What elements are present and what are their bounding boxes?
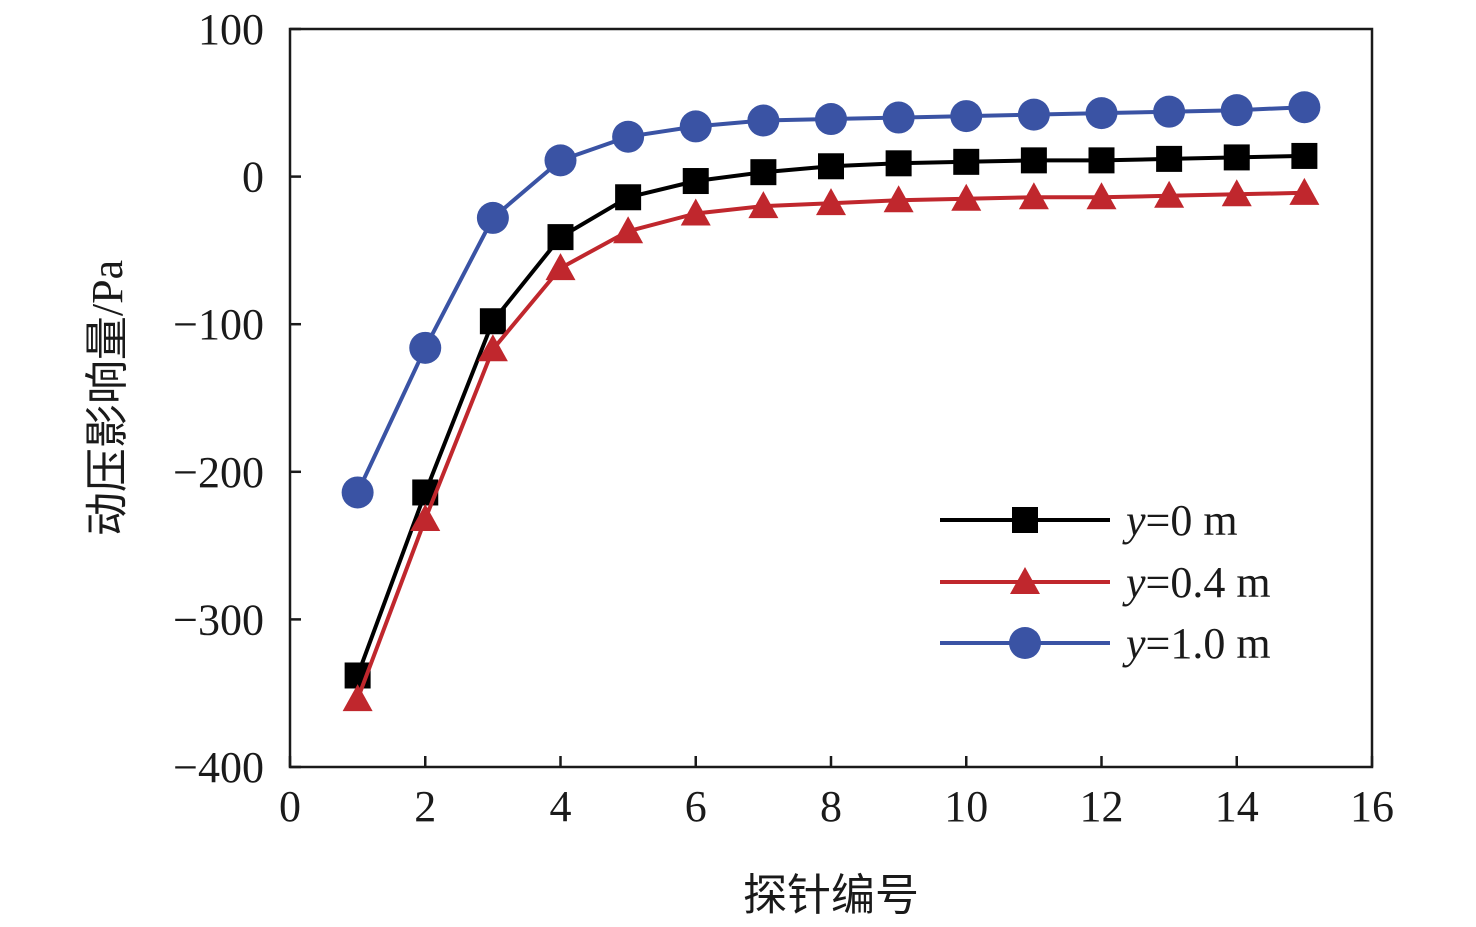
- data-point: [1156, 145, 1183, 172]
- data-point: [885, 150, 912, 177]
- data-point: [950, 100, 983, 133]
- x-tick-label: 6: [685, 782, 707, 831]
- axis-ticks: [288, 27, 1374, 769]
- y-axis-title: 动压影响量/Pa: [83, 260, 132, 536]
- data-point: [1288, 91, 1321, 124]
- series-layer: [341, 91, 1321, 712]
- data-point: [544, 144, 577, 177]
- legend-entry: y=0 m: [940, 496, 1238, 545]
- data-point: [682, 168, 709, 195]
- data-point: [1086, 182, 1117, 210]
- legend-label: y=0.4 m: [1122, 558, 1271, 607]
- data-point: [816, 188, 846, 216]
- data-point: [818, 153, 844, 180]
- legend-label: y=0 m: [1122, 496, 1238, 545]
- data-point: [815, 103, 847, 136]
- legend-swatch-marker: [1012, 507, 1038, 533]
- x-tick-label: 4: [550, 782, 572, 831]
- data-point: [1223, 144, 1250, 171]
- data-point: [612, 120, 645, 153]
- y-tick-label: −200: [173, 448, 264, 497]
- data-point: [1088, 147, 1115, 174]
- x-tick-label: 0: [279, 782, 301, 831]
- data-point: [883, 185, 914, 213]
- legend-entry: y=0.4 m: [940, 558, 1271, 607]
- legend-label-value: =0 m: [1146, 496, 1238, 545]
- x-tick-label: 12: [1080, 782, 1124, 831]
- data-point: [476, 201, 509, 234]
- y-tick-label: −300: [173, 595, 264, 644]
- data-point: [479, 308, 506, 335]
- data-point: [748, 191, 779, 219]
- data-point: [613, 216, 644, 244]
- data-point: [1154, 180, 1185, 208]
- data-point: [953, 148, 980, 175]
- legend-label-value: =1.0 m: [1146, 619, 1271, 668]
- data-point: [882, 101, 915, 134]
- data-point: [410, 504, 441, 532]
- data-point: [409, 331, 442, 364]
- data-point: [1017, 98, 1050, 131]
- x-axis-title: 探针编号: [743, 871, 919, 920]
- legend-swatch-marker: [1010, 567, 1040, 594]
- data-point: [750, 159, 777, 186]
- data-point: [951, 183, 982, 211]
- x-tick-label: 2: [414, 782, 436, 831]
- data-point: [547, 224, 574, 251]
- x-tick-label: 14: [1215, 782, 1259, 831]
- y-tick-label: −400: [173, 743, 264, 792]
- data-point: [1153, 95, 1186, 128]
- x-tick-label: 10: [944, 782, 988, 831]
- legend-label-value: =0.4 m: [1146, 558, 1271, 607]
- data-point: [747, 104, 780, 137]
- data-point: [680, 198, 711, 226]
- axis-tick-labels: 0 2 4 6 8 10 12 14 16 100 0 −100 −200 −300 −400: [173, 5, 1394, 831]
- data-point: [341, 476, 374, 509]
- x-tick-label: 16: [1350, 782, 1394, 831]
- legend-label-variable: y: [1122, 619, 1146, 668]
- legend: y=0 my=0.4 my=1.0 m: [940, 496, 1271, 668]
- y-tick-label: −100: [173, 300, 264, 349]
- data-point: [1289, 177, 1320, 205]
- data-point: [1220, 94, 1253, 127]
- legend-label-variable: y: [1122, 558, 1146, 607]
- legend-entry: y=1.0 m: [940, 619, 1271, 668]
- y-tick-label: 0: [242, 153, 264, 202]
- legend-swatch-marker: [1009, 627, 1041, 659]
- data-point: [1018, 182, 1049, 210]
- data-point: [679, 110, 712, 143]
- data-point: [342, 684, 373, 712]
- legend-label-variable: y: [1122, 496, 1146, 545]
- data-point: [1291, 142, 1318, 169]
- data-point: [615, 184, 642, 211]
- series-2: [342, 177, 1320, 712]
- data-point: [1085, 97, 1118, 130]
- x-tick-label: 8: [820, 782, 842, 831]
- data-point: [477, 334, 508, 362]
- data-point: [545, 253, 576, 281]
- y-tick-label: 100: [198, 5, 264, 54]
- data-point: [1221, 179, 1252, 207]
- data-point: [1020, 147, 1047, 174]
- series-3: [341, 91, 1321, 509]
- legend-label: y=1.0 m: [1122, 619, 1271, 668]
